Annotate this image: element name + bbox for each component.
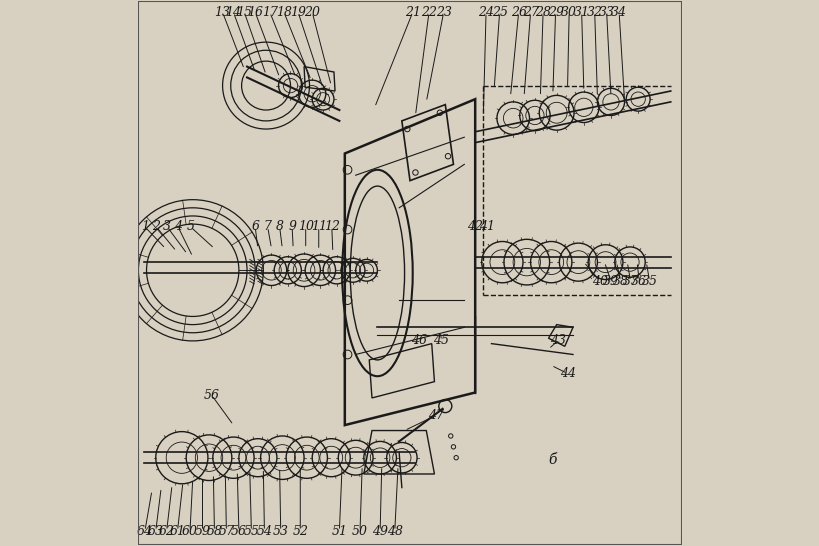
Text: 48: 48 (387, 525, 402, 537)
Text: 33: 33 (598, 6, 614, 19)
Text: 34: 34 (610, 6, 627, 19)
Text: 56: 56 (203, 389, 219, 402)
Text: 24: 24 (477, 6, 494, 19)
Text: 14: 14 (225, 6, 241, 19)
Text: 4: 4 (174, 221, 182, 233)
Text: 60: 60 (182, 525, 197, 537)
Text: 20: 20 (304, 6, 320, 19)
Text: 49: 49 (372, 525, 387, 537)
Text: 52: 52 (292, 525, 308, 537)
Text: 5: 5 (186, 221, 194, 233)
Text: 63: 63 (147, 525, 164, 537)
Text: 25: 25 (491, 6, 507, 19)
Text: 1: 1 (141, 221, 149, 233)
Text: 46: 46 (411, 334, 427, 347)
Text: 28: 28 (535, 6, 550, 19)
Text: 36: 36 (631, 275, 646, 288)
Text: 21: 21 (405, 6, 420, 19)
Text: 58: 58 (206, 525, 222, 537)
Text: 2: 2 (152, 221, 161, 233)
Text: 19: 19 (290, 6, 305, 19)
Text: 55: 55 (243, 525, 259, 537)
Text: 57: 57 (218, 525, 234, 537)
Text: 26: 26 (510, 6, 526, 19)
Text: 29: 29 (547, 6, 563, 19)
Text: 10: 10 (297, 221, 314, 233)
Text: 56: 56 (231, 525, 247, 537)
Text: 47: 47 (428, 409, 444, 422)
Text: 37: 37 (622, 275, 638, 288)
Text: 27: 27 (522, 6, 538, 19)
Text: 15: 15 (236, 6, 252, 19)
Text: 40: 40 (591, 275, 608, 288)
Text: 45: 45 (433, 334, 449, 347)
Text: 11: 11 (310, 221, 326, 233)
Text: 13: 13 (215, 6, 230, 19)
Text: 6: 6 (251, 221, 259, 233)
Text: 64: 64 (137, 525, 152, 537)
Text: б: б (547, 453, 556, 467)
Text: 12: 12 (324, 221, 339, 233)
Text: 38: 38 (612, 275, 628, 288)
Text: 43: 43 (549, 334, 565, 347)
Text: 44: 44 (559, 367, 575, 380)
Text: 17: 17 (261, 6, 278, 19)
Text: 53: 53 (273, 525, 288, 537)
Text: 61: 61 (170, 525, 185, 537)
Text: 3: 3 (163, 221, 171, 233)
Text: 42: 42 (467, 221, 482, 233)
Text: 30: 30 (560, 6, 577, 19)
Text: 7: 7 (264, 221, 271, 233)
Text: 18: 18 (276, 6, 292, 19)
Text: 51: 51 (331, 525, 347, 537)
Text: 32: 32 (586, 6, 602, 19)
Text: 31: 31 (573, 6, 589, 19)
Text: 22: 22 (420, 6, 437, 19)
Text: 9: 9 (287, 221, 296, 233)
Text: 41: 41 (478, 221, 495, 233)
Text: 23: 23 (435, 6, 451, 19)
Text: 54: 54 (256, 525, 272, 537)
Text: 50: 50 (351, 525, 368, 537)
Text: 8: 8 (275, 221, 283, 233)
Text: 39: 39 (602, 275, 618, 288)
Text: 62: 62 (158, 525, 174, 537)
Text: 16: 16 (247, 6, 263, 19)
Text: 59: 59 (194, 525, 210, 537)
Text: 35: 35 (640, 275, 657, 288)
